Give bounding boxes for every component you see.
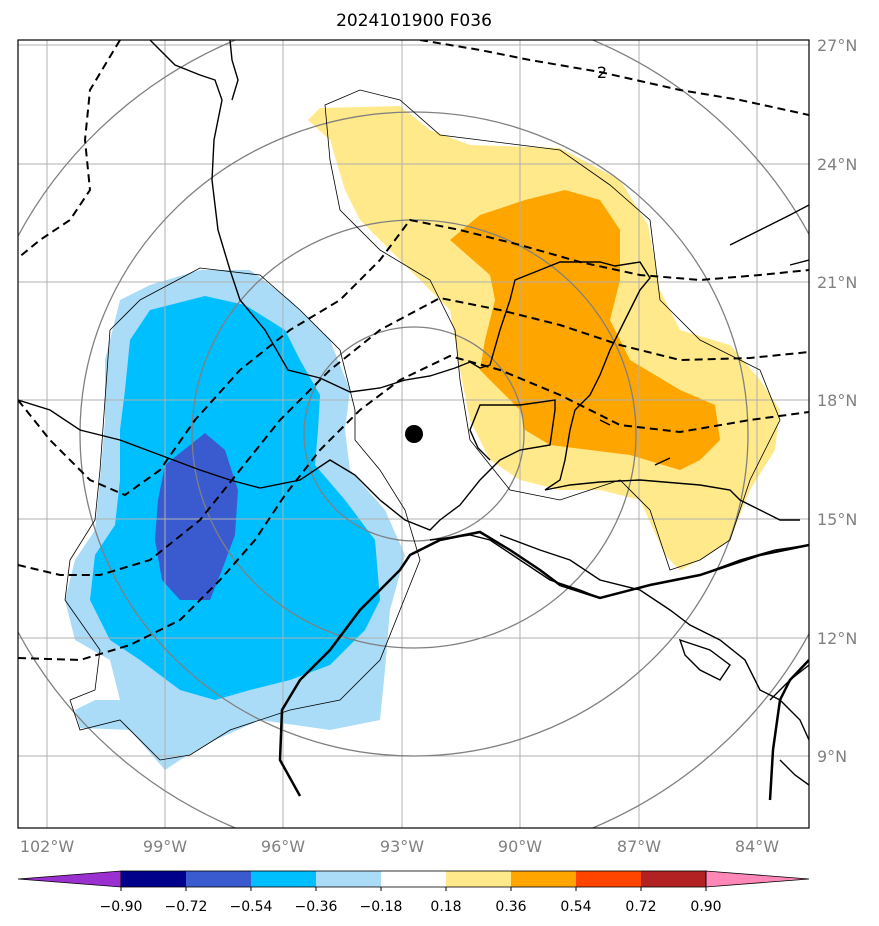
colorbar-segment <box>641 871 706 887</box>
lon-label: 84°W <box>735 837 779 856</box>
lat-label: 15°N <box>817 510 857 529</box>
colorbar-segment <box>186 871 251 887</box>
storm-center-dot <box>405 425 423 443</box>
lat-label: 27°N <box>817 36 857 55</box>
plot-title: 2024101900 F036 <box>336 11 492 31</box>
longitude-labels: 102°W 99°W 96°W 93°W 90°W 87°W 84°W <box>20 837 779 856</box>
lat-label: 21°N <box>817 273 857 292</box>
colorbar-tick-label: 0.36 <box>495 899 526 915</box>
colorbar-tick-label: −0.36 <box>295 899 338 915</box>
colorbar-segment <box>251 871 316 887</box>
colorbar-tick-label: −0.54 <box>230 899 273 915</box>
colorbar-extend-low <box>17 870 122 888</box>
lon-label: 99°W <box>143 837 187 856</box>
lat-label: 18°N <box>817 391 857 410</box>
lon-label: 102°W <box>20 837 75 856</box>
colorbar-tick-label: 0.18 <box>430 899 461 915</box>
thin-outline-contour-east <box>324 89 781 571</box>
colorbar-tick-label: −0.90 <box>100 899 143 915</box>
colorbar-segment <box>576 871 641 887</box>
colorbar-tick-label: −0.18 <box>360 899 403 915</box>
dashed-contours <box>18 40 809 662</box>
colorbar-segment <box>446 871 511 887</box>
thin-outline-contour <box>64 267 421 761</box>
colorbar-tick-label: 0.54 <box>560 899 591 915</box>
lat-label: 24°N <box>817 155 857 174</box>
negative-dark-blue-region <box>155 433 238 600</box>
lon-label: 87°W <box>617 837 661 856</box>
colorbar-segment <box>316 871 381 887</box>
lon-label: 93°W <box>380 837 424 856</box>
track-line-east <box>768 659 809 801</box>
colorbar-tick-label: −0.72 <box>165 899 208 915</box>
lon-label: 96°W <box>261 837 305 856</box>
colorbar-extend-high <box>705 870 810 888</box>
map-area: 2 <box>18 40 809 828</box>
lat-label: 12°N <box>817 629 857 648</box>
colorbar-segment <box>511 871 576 887</box>
colorbar-segment <box>121 871 186 887</box>
track-line <box>278 530 809 797</box>
latitude-labels: 27°N 24°N 21°N 18°N 15°N 12°N 9°N <box>817 36 857 766</box>
colorbar-tick-label: 0.90 <box>690 899 721 915</box>
colorbar-tick-label: 0.72 <box>625 899 656 915</box>
lon-label: 90°W <box>498 837 542 856</box>
lat-label: 9°N <box>817 747 847 766</box>
colorbar-segment <box>381 871 446 887</box>
colorbar-outline <box>120 870 707 888</box>
map-frame <box>17 39 810 829</box>
contour-label: 2 <box>597 63 607 82</box>
colorbar: −0.90 −0.72 −0.54 −0.36 −0.18 0.18 0.36 0.54 0.7… <box>17 870 810 915</box>
